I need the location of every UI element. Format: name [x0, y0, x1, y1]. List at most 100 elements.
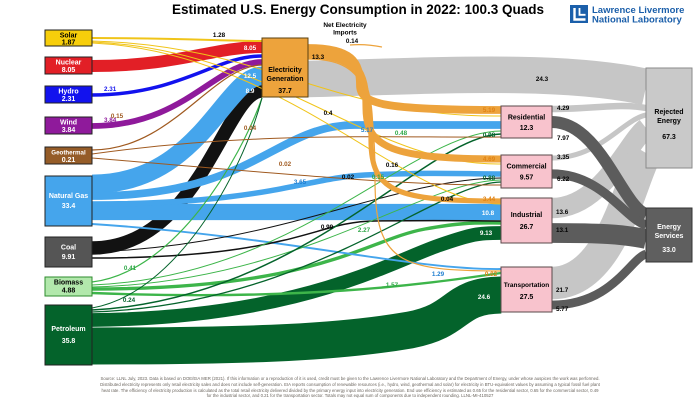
- solar-name: Solar: [60, 33, 78, 40]
- flow-solar-to-industrial: [91, 42, 502, 205]
- node-label-hydro: Hydro: [58, 89, 78, 96]
- petroleum-name: Petroleum: [51, 326, 85, 333]
- flow-label-geothermal-commercial: 0.02: [279, 161, 292, 168]
- flow-petroleum-to-industrial: [91, 226, 502, 327]
- flow-transportation-to-services: [551, 249, 648, 310]
- flow-label-residential-services: 7.97: [557, 135, 570, 142]
- rejected-name-1: Rejected: [654, 109, 683, 116]
- node-label-natural-gas: Natural Gas: [49, 193, 88, 200]
- residential-name: Residential: [508, 115, 545, 122]
- flow-biomass-to-transportation: [91, 271, 502, 297]
- node-label-coal: Coal: [61, 245, 76, 252]
- node-petroleum: [44, 304, 93, 366]
- node-commercial: [500, 154, 553, 189]
- flow-label-biomass-industrial: 2.27: [358, 227, 371, 234]
- flow-biomass-to-residential: [91, 130, 502, 286]
- node-value-natural-gas: 33.4: [62, 203, 76, 210]
- flow-electricity-to-industrial: [307, 53, 502, 204]
- electricity-name-2: Generation: [267, 76, 304, 83]
- source-footer-text: Source: LLNL July, 2023. Data is based o…: [100, 376, 600, 399]
- transportation-name: Transportation: [504, 282, 550, 289]
- llnl-logo: Lawrence Livermore National Laboratory: [570, 5, 684, 26]
- hydro-name: Hydro: [58, 89, 78, 96]
- flow-biomass-to-electricity: [91, 97, 263, 283]
- node-energy-services: [645, 207, 693, 263]
- node-value-wind: 3.84: [62, 127, 76, 134]
- flow-petroleum-to-commercial: [91, 181, 502, 313]
- node-industrial: [500, 197, 553, 244]
- flow-label-electricity-rejected: 24.3: [536, 76, 549, 83]
- llnl-logo-text: Lawrence Livermore National Laboratory: [592, 5, 684, 26]
- flow-label-net-imports: 0.14: [346, 38, 359, 45]
- node-label-solar: Solar: [60, 33, 78, 40]
- flow-biomass-to-industrial: [91, 221, 502, 291]
- node-hydro: [44, 85, 93, 104]
- node-value-biomass: 4.88: [62, 288, 76, 295]
- wind-name: Wind: [60, 120, 77, 127]
- flow-label-natural-gas-commercial: 3.65: [294, 179, 307, 186]
- node-label-rejected-energy: Rejected Energy: [654, 109, 683, 125]
- flow-biomass-to-commercial: [91, 179, 502, 288]
- flow-label-natural-gas-industrial: 10.8: [482, 210, 495, 217]
- flow-geothermal-to-residential: [91, 136, 502, 155]
- node-rejected-energy: [645, 67, 693, 169]
- nuclear-name: Nuclear: [56, 60, 82, 67]
- node-value-electricity-generation: 37.7: [278, 88, 292, 95]
- flow-label-nuclear-electricity: 8.05: [244, 45, 257, 52]
- flow-label-hydro-electricity: 2.31: [104, 86, 117, 93]
- sankey-diagram: Solar 1.87 Nuclear 8.05 Hydro 2.31 Wind …: [44, 2, 693, 366]
- flow-commercial-to-services: [551, 169, 648, 230]
- node-label-biomass: Biomass: [54, 280, 83, 287]
- flow-label-industrial-rejected: 13.6: [556, 209, 569, 216]
- node-value-geothermal: 0.21: [62, 157, 76, 164]
- node-biomass: [44, 276, 93, 297]
- flow-label-natural-gas-transportation: 1.29: [432, 271, 445, 278]
- node-value-commercial: 9.57: [520, 175, 534, 182]
- node-geothermal: [44, 146, 93, 165]
- flow-label-transportation-services: 5.77: [556, 306, 569, 313]
- node-label-electricity-generation: Electricity Generation: [267, 67, 304, 83]
- flow-label-coal-electricity: 8.9: [246, 88, 255, 95]
- node-value-hydro: 2.31: [62, 96, 76, 103]
- services-name-2: Services: [655, 233, 684, 240]
- flow-label-natural-gas-residential: 5.17: [361, 127, 374, 134]
- node-value-energy-services: 33.0: [662, 247, 676, 254]
- page-title: Estimated U.S. Energy Consumption in 202…: [172, 2, 544, 17]
- flow-label-natural-gas-electricity: 12.5: [244, 73, 257, 80]
- node-value-industrial: 26.7: [520, 224, 534, 231]
- flow-residential-to-services: [551, 116, 649, 220]
- flow-electricity-to-residential: [307, 44, 502, 114]
- net-imports-line2: Imports: [333, 30, 357, 37]
- flow-residential-to-rejected: [551, 102, 647, 113]
- flow-label-petroleum-transportation: 24.6: [478, 294, 491, 301]
- node-label-industrial: Industrial: [511, 212, 543, 219]
- node-value-nuclear: 8.05: [62, 67, 76, 74]
- node-label-residential: Residential: [508, 115, 545, 122]
- source-footer: Source: LLNL July, 2023. Data is based o…: [0, 376, 700, 399]
- flow-coal-to-commercial: [91, 177, 502, 253]
- node-residential: [500, 105, 553, 139]
- node-value-coal: 9.91: [62, 254, 76, 261]
- node-transportation: [500, 266, 553, 313]
- biomass-name: Biomass: [54, 280, 83, 287]
- services-name-1: Energy: [657, 224, 681, 231]
- industrial-name: Industrial: [511, 212, 543, 219]
- node-label-transportation: Transportation: [504, 282, 550, 289]
- natural-gas-name: Natural Gas: [49, 193, 88, 200]
- flow-coal-to-electricity: [91, 84, 264, 255]
- node-value-solar: 1.87: [62, 40, 76, 47]
- flow-label-wind-electricity: 3.84: [104, 117, 117, 124]
- node-label-wind: Wind: [60, 120, 77, 127]
- node-value-petroleum: 35.8: [62, 338, 76, 345]
- flow-label-geothermal-residential: 0.04: [244, 125, 257, 132]
- flow-label-petroleum-industrial: 9.13: [480, 230, 493, 237]
- flow-electricity-to-commercial: [307, 48, 502, 163]
- net-imports-line1: Net Electricity: [323, 22, 367, 29]
- node-label-nuclear: Nuclear: [56, 60, 82, 67]
- flow-label-commercial-services: 6.22: [557, 176, 570, 183]
- flow-label-biomass-electricity: 0.41: [124, 265, 137, 272]
- flow-label-commercial-rejected: 3.35: [557, 154, 570, 161]
- flow-label-solar-commercial: 0.16: [386, 162, 399, 169]
- flow-label-biomass-residential: 0.48: [395, 130, 408, 137]
- flow-net-imports-to-electricity: [349, 44, 383, 48]
